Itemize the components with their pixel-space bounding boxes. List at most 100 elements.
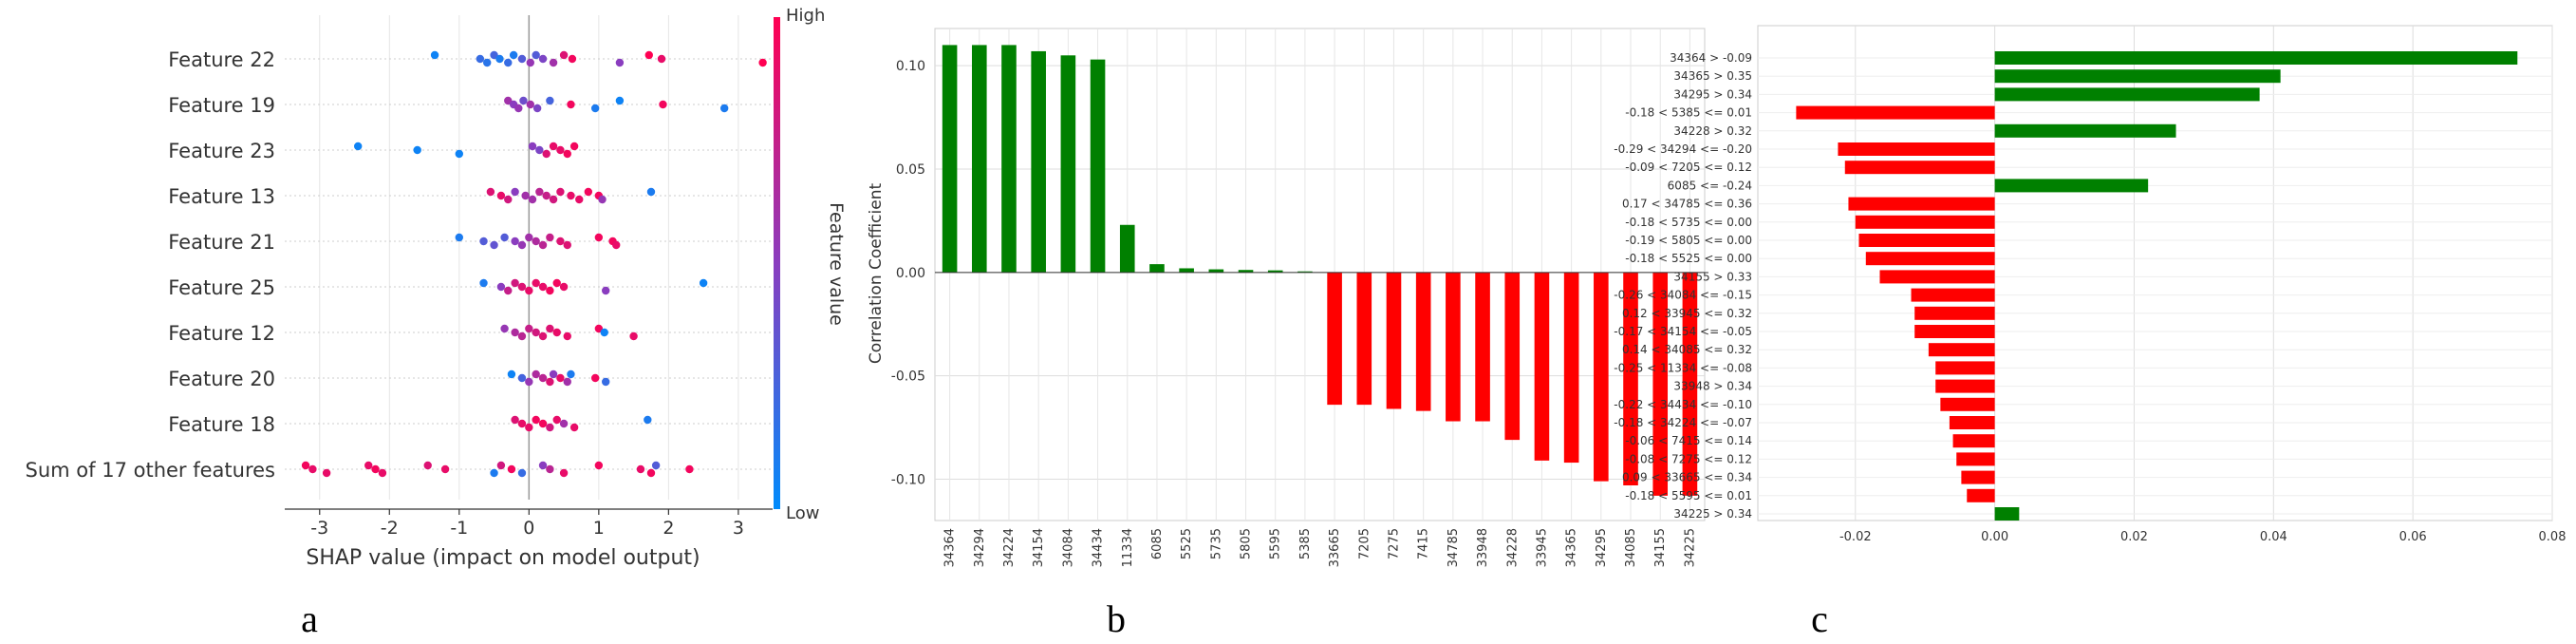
panel-label-c: c — [1811, 597, 1828, 640]
shap-point — [525, 286, 533, 295]
correlation-bar — [1534, 272, 1550, 461]
shap-point — [567, 369, 575, 379]
shap-point — [496, 282, 506, 292]
shap-point — [563, 331, 571, 341]
y-tick-label: 34155 > 0.33 — [1673, 270, 1752, 283]
x-tick-label: 0.04 — [2260, 530, 2287, 544]
x-tick-label: 34225 — [1683, 528, 1697, 567]
y-tick-label: -0.08 < 7275 <= 0.12 — [1625, 452, 1752, 465]
y-tick-label: 34365 > 0.35 — [1673, 69, 1752, 83]
shap-point — [556, 373, 565, 383]
feature-label: Feature 18 — [168, 413, 275, 436]
shap-point — [532, 278, 540, 288]
shap-point — [594, 461, 604, 470]
shap-point — [646, 468, 656, 478]
shap-point — [559, 282, 569, 292]
shap-point — [479, 237, 488, 246]
shap-point — [423, 461, 432, 470]
shap-beeswarm-panel: High Low Feature value SHAP value (impac… — [26, 6, 847, 640]
shap-point — [584, 187, 593, 197]
x-tick-label: 34228 — [1505, 528, 1520, 567]
shap-point — [598, 195, 607, 204]
shap-point — [504, 96, 513, 105]
feature-label: Feature 22 — [168, 48, 275, 71]
feature-label: Feature 23 — [168, 140, 275, 162]
y-tick-label: 34225 > 0.34 — [1673, 507, 1752, 521]
shap-point — [496, 191, 506, 200]
correlation-bar — [942, 45, 958, 273]
shap-point — [528, 142, 537, 151]
y-tick-label: 33948 > 0.34 — [1673, 380, 1752, 393]
shap-point — [532, 369, 540, 379]
correlation-bar — [1652, 272, 1669, 496]
shap-point — [615, 58, 625, 67]
shap-point — [569, 423, 579, 432]
shap-point — [504, 195, 513, 204]
x-tick-label: 0.02 — [2120, 530, 2148, 544]
x-tick-label: 34154 — [1032, 528, 1046, 567]
shap-point — [651, 461, 661, 470]
contribution-bar — [1914, 325, 1995, 338]
shap-point — [532, 415, 540, 425]
shap-point — [371, 464, 380, 474]
x-tick-label: 34084 — [1061, 528, 1075, 567]
shap-point — [629, 331, 638, 341]
x-tick-label: 7275 — [1387, 528, 1401, 559]
colorbar — [774, 17, 780, 509]
shap-point — [549, 195, 558, 204]
correlation-bar — [1356, 272, 1372, 406]
x-tick-label: 5805 — [1240, 528, 1254, 559]
contribution-bar — [1935, 361, 1995, 375]
shap-point — [538, 373, 548, 383]
contribution-bar — [1940, 397, 1995, 411]
shap-point — [486, 187, 495, 197]
x-tick-label: 33665 — [1328, 528, 1342, 567]
y-tick-label: -0.09 < 7205 <= 0.12 — [1625, 161, 1752, 174]
contribution-bar — [1952, 434, 1995, 448]
shap-point — [525, 423, 533, 432]
contribution-bar — [1967, 488, 1995, 502]
correlation-bar — [1149, 264, 1165, 273]
y-tick-label: -0.10 — [891, 472, 925, 487]
shap-point — [525, 233, 533, 242]
colorbar-low-label: Low — [786, 503, 819, 523]
shap-point — [517, 419, 527, 428]
y-tick-label: -0.26 < 34084 <= -0.15 — [1614, 289, 1752, 302]
shap-point — [476, 54, 485, 64]
correlation-bar — [1594, 272, 1609, 482]
y-tick-label: -0.18 < 5385 <= 0.01 — [1625, 106, 1752, 120]
correlation-bar — [971, 45, 987, 273]
x-tick-label: 0.00 — [1981, 530, 2008, 544]
shap-point — [615, 96, 625, 105]
shap-point — [517, 240, 527, 250]
correlation-bar — [1415, 272, 1431, 411]
contribution-bar — [1994, 69, 2281, 84]
y-tick-label: 0.12 < 33945 <= 0.32 — [1622, 307, 1752, 320]
shap-point — [559, 419, 569, 428]
shap-point — [479, 278, 488, 288]
shap-point — [657, 54, 666, 64]
contribution-bar — [1994, 507, 2020, 521]
shap-point — [556, 187, 565, 197]
shap-point — [546, 324, 554, 333]
shap-point — [594, 324, 604, 333]
shap-point — [504, 58, 513, 67]
shap-point — [521, 191, 530, 200]
y-tick-label: 34295 > 0.34 — [1673, 87, 1752, 101]
x-tick-label: 5385 — [1298, 528, 1313, 559]
feature-label: Feature 13 — [168, 185, 275, 208]
shap-point — [490, 468, 498, 478]
y-tick-label: 0.09 < 33665 <= 0.34 — [1622, 471, 1752, 484]
contribution-bar — [1858, 234, 1995, 247]
shap-point — [507, 464, 516, 474]
panel-label-a: a — [301, 597, 318, 640]
shap-point — [552, 328, 561, 337]
shap-point — [517, 373, 527, 383]
y-tick-label: -0.17 < 34154 <= -0.05 — [1614, 325, 1752, 338]
x-tick-label: 34434 — [1092, 528, 1106, 567]
y-axis-label: Correlation Coefficient — [867, 183, 886, 365]
x-tick-label: 34085 — [1624, 528, 1638, 567]
x-tick-label: 5595 — [1269, 528, 1283, 559]
shap-point — [353, 142, 363, 151]
shap-point — [532, 104, 542, 113]
